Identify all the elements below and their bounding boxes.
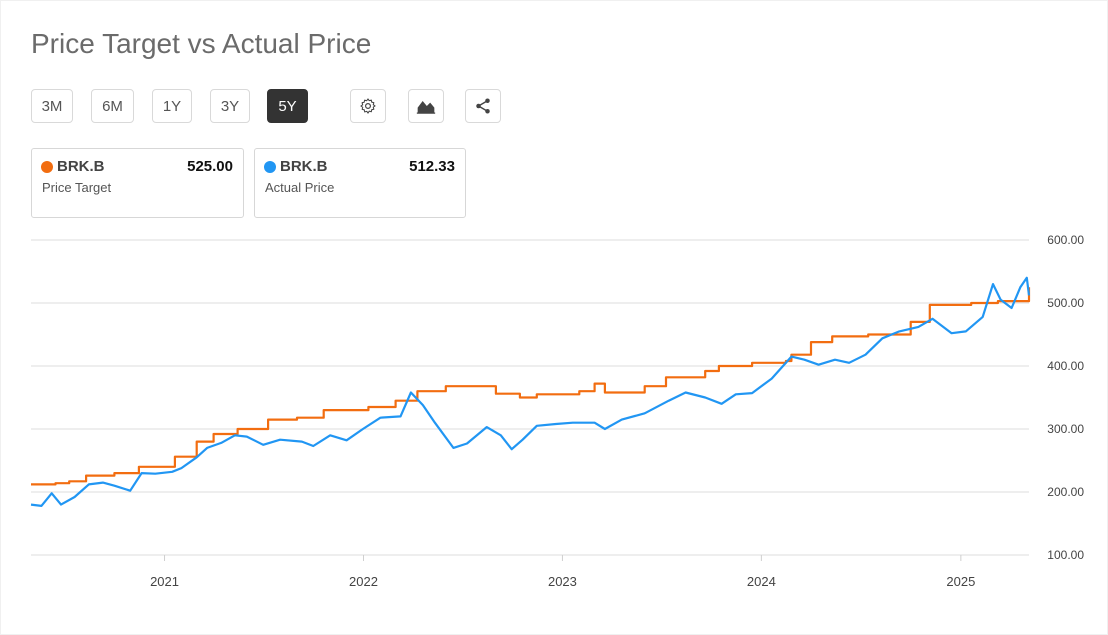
- series-lines: [30, 276, 1031, 507]
- y-tick-label: 400.00: [1047, 359, 1084, 373]
- legend-symbol: BRK.B: [280, 158, 328, 175]
- gear-icon: [360, 98, 376, 114]
- x-tick-label: 2023: [548, 574, 577, 589]
- y-tick-label: 600.00: [1047, 233, 1084, 247]
- grid-lines: [31, 239, 1029, 556]
- x-tick-label: 2025: [946, 574, 975, 589]
- y-tick-label: 100.00: [1047, 548, 1084, 562]
- legend-label: Price Target: [42, 180, 112, 195]
- settings-button[interactable]: [350, 89, 386, 123]
- legend-value: 512.33: [409, 158, 455, 175]
- y-tick-label: 500.00: [1047, 296, 1084, 310]
- price-target-color-dot: [41, 161, 53, 173]
- range-5y-button[interactable]: 5Y: [267, 89, 308, 123]
- y-tick-label: 300.00: [1047, 422, 1084, 436]
- price-target-line[interactable]: [31, 287, 1031, 486]
- x-tick-label: 2022: [349, 574, 378, 589]
- legend-label: Actual Price: [265, 180, 335, 195]
- y-tick-label: 200.00: [1047, 485, 1084, 499]
- legend-card-price-target[interactable]: BRK.B 525.00 Price Target: [31, 148, 244, 218]
- range-1y-button[interactable]: 1Y: [152, 89, 192, 123]
- legend-value: 525.00: [187, 158, 233, 175]
- x-tick-label: 2024: [747, 574, 776, 589]
- range-3y-button[interactable]: 3Y: [210, 89, 250, 123]
- x-tick-label: 2021: [150, 574, 179, 589]
- range-6m-button[interactable]: 6M: [91, 89, 134, 123]
- share-icon: [476, 98, 490, 114]
- chart-type-icon: [416, 101, 436, 114]
- page-title: Price Target vs Actual Price: [31, 28, 372, 59]
- legend-card-actual-price[interactable]: BRK.B 512.33 Actual Price: [254, 148, 466, 218]
- y-axis: 600.00 500.00 400.00 300.00 200.00 100.00: [1047, 233, 1084, 562]
- share-button[interactable]: [465, 89, 501, 123]
- legend-symbol: BRK.B: [57, 158, 105, 175]
- chart-type-button[interactable]: [408, 89, 444, 123]
- actual-price-color-dot: [264, 161, 276, 173]
- line-chart[interactable]: 2021 2022 2023 2024 2025 600.00 500.00 400.00 3…: [0, 225, 1108, 605]
- x-axis: 2021 2022 2023 2024 2025: [150, 555, 975, 589]
- range-3m-button[interactable]: 3M: [31, 89, 73, 123]
- actual-price-line[interactable]: [30, 276, 1031, 507]
